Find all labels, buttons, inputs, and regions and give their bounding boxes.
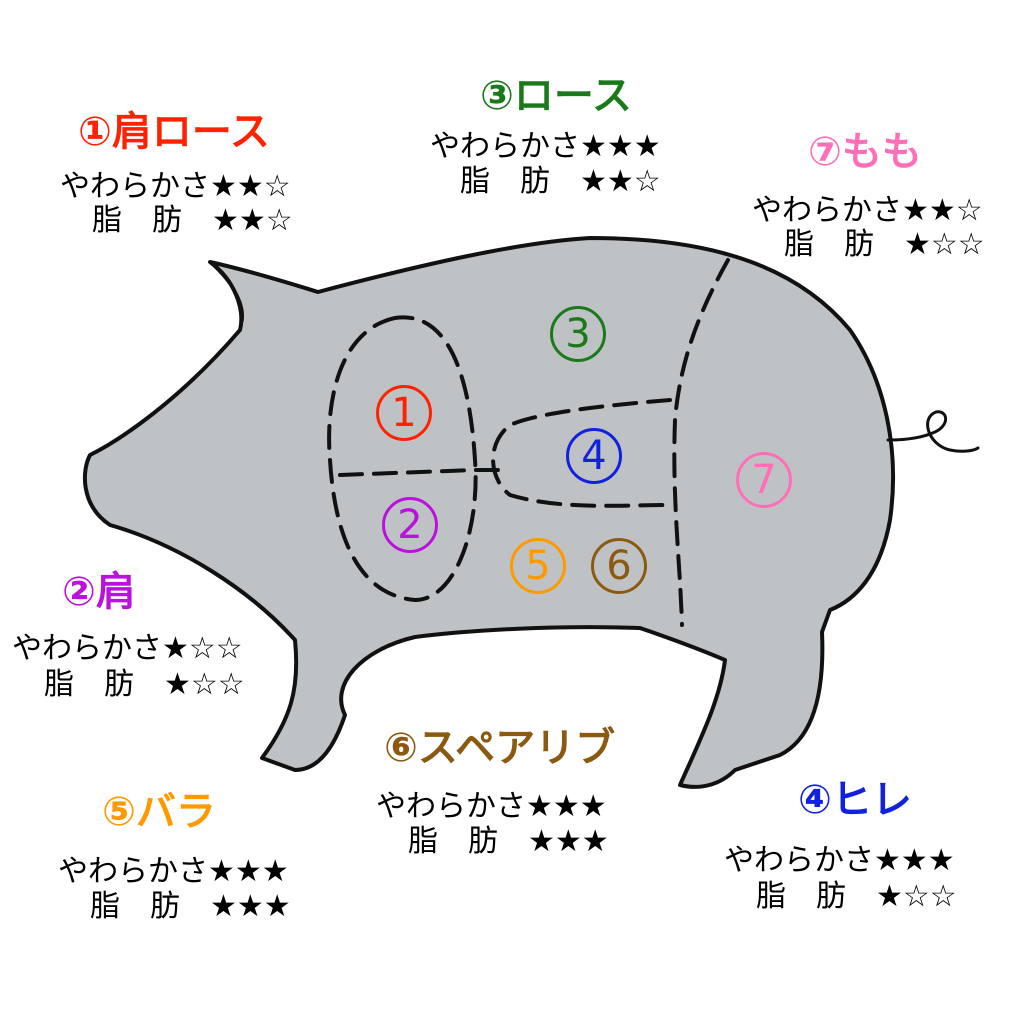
region-marker-1: 1 [376,385,432,441]
fat-stars: ★☆☆ [876,879,957,914]
tenderness-row-loin: やわらかさ★★★ [430,132,661,162]
region-marker-2: 2 [382,497,438,553]
cut-title-spare-rib: ⑥スペアリブ [384,725,616,771]
tenderloin-cut-line [491,398,672,508]
fat-stars: ★☆☆ [904,227,985,262]
tenderness-row-spare-rib: やわらかさ★★★ [376,792,607,822]
tenderness-label: やわらかさ [430,129,580,164]
tenderness-label: やわらかさ [58,854,208,889]
tenderness-stars: ★★★ [874,843,955,878]
fat-row-ham: 脂肪 ★☆☆ [784,230,985,260]
tenderness-label: やわらかさ [724,843,874,878]
tenderness-label: やわらかさ [376,789,526,824]
fat-label-1: 脂 [460,164,490,199]
tenderness-row-tenderloin: やわらかさ★★★ [724,846,955,876]
tenderness-stars: ★★★ [580,129,661,164]
cut-title-shoulder-loin: ①肩ロース [78,109,270,155]
fat-row-loin: 脂肪 ★★☆ [460,167,661,197]
fat-label-1: 脂 [784,227,814,262]
fat-label-2: 肪 [816,879,846,914]
fat-label-2: 肪 [844,227,874,262]
fat-label-2: 肪 [104,667,134,702]
tenderness-stars: ★☆☆ [162,631,243,666]
cut-title-tenderloin: ④ヒレ [798,777,912,823]
fat-label-1: 脂 [90,889,120,924]
cut-title-ham: ⑦もも [808,129,922,175]
region-marker-6: 6 [591,538,647,594]
tenderness-row-shoulder-loin: やわらかさ★★☆ [60,172,291,202]
fat-label-1: 脂 [44,667,74,702]
pig-body [82,236,896,789]
tenderness-stars: ★★★ [208,854,289,889]
tenderness-row-ham: やわらかさ★★☆ [752,196,983,226]
fat-label-1: 脂 [756,879,786,914]
region-marker-3: 3 [550,306,606,362]
tenderness-row-shoulder: やわらかさ★☆☆ [12,634,243,664]
shoulder-divider-line [338,468,502,477]
fat-label-2: 肪 [520,164,550,199]
fat-stars: ★★★ [528,824,609,859]
pig-tail [886,410,980,453]
fat-label-1: 脂 [92,203,122,238]
fat-label-1: 脂 [408,824,438,859]
tenderness-label: やわらかさ [12,631,162,666]
fat-stars: ★★☆ [212,203,293,238]
tenderness-row-belly: やわらかさ★★★ [58,857,289,887]
fat-row-belly: 脂肪 ★★★ [90,892,291,922]
tenderness-stars: ★★☆ [902,193,983,228]
tenderness-stars: ★★★ [526,789,607,824]
fat-stars: ★☆☆ [164,667,245,702]
tenderness-label: やわらかさ [752,193,902,228]
pig-ear [208,260,245,323]
fat-row-shoulder: 脂肪 ★☆☆ [44,670,245,700]
fat-row-shoulder-loin: 脂肪 ★★☆ [92,206,293,236]
cut-title-belly: ⑤バラ [102,789,216,835]
region-marker-5: 5 [510,538,566,594]
fat-row-spare-rib: 脂肪 ★★★ [408,827,609,857]
fat-stars: ★★☆ [580,164,661,199]
fat-label-2: 肪 [150,889,180,924]
fat-label-2: 肪 [152,203,182,238]
cut-title-shoulder: ②肩 [62,569,136,615]
fat-row-tenderloin: 脂肪 ★☆☆ [756,882,957,912]
cut-title-loin: ③ロース [480,73,632,119]
tenderness-label: やわらかさ [60,169,210,204]
region-marker-4: 4 [566,428,622,484]
region-marker-7: 7 [736,452,792,508]
ham-divider-line [672,258,730,627]
tenderness-stars: ★★☆ [210,169,291,204]
fat-label-2: 肪 [468,824,498,859]
shoulder-cut-line [327,315,478,603]
fat-stars: ★★★ [210,889,291,924]
